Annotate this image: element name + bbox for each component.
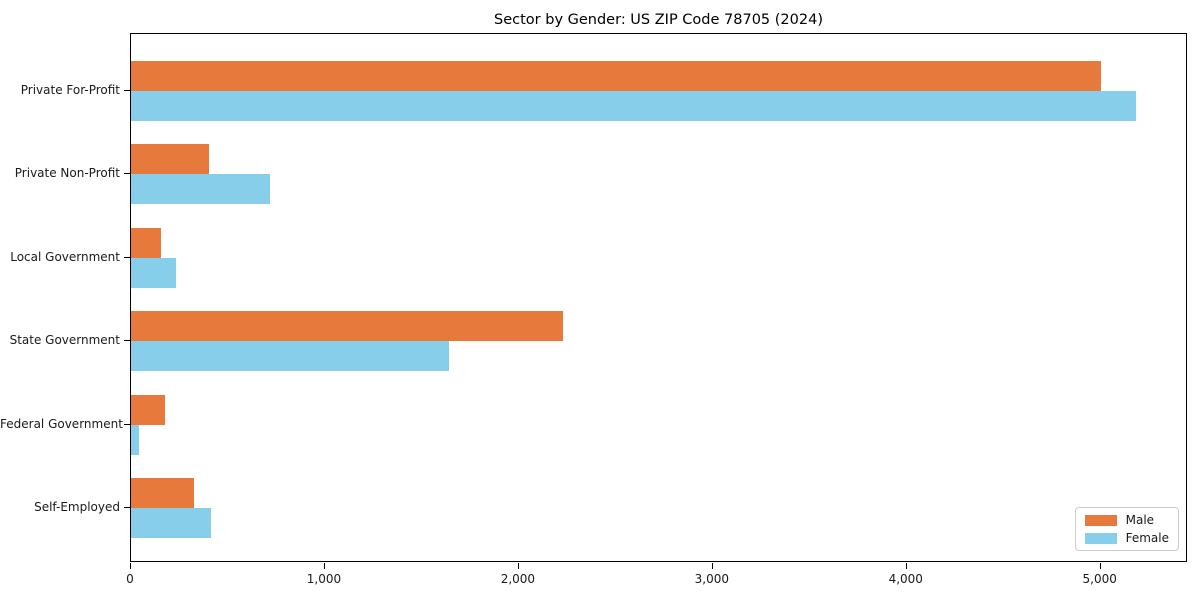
legend-item-female: Female bbox=[1084, 531, 1169, 545]
x-tick-mark bbox=[1099, 563, 1101, 569]
y-tick-mark bbox=[124, 423, 130, 425]
x-tick-label-1-000: 1,000 bbox=[306, 572, 342, 586]
bar-male-self-employed bbox=[131, 478, 194, 508]
x-tick-mark bbox=[905, 563, 907, 569]
bar-female-private-non-profit bbox=[131, 174, 270, 205]
y-tick-mark bbox=[124, 90, 130, 91]
x-tick-mark bbox=[517, 563, 519, 569]
x-tick-mark bbox=[323, 563, 325, 569]
y-tick-label-local-government: Local Government bbox=[10, 249, 120, 264]
bar-female-federal-government bbox=[131, 424, 139, 455]
y-tick-label-self-employed: Self-Employed bbox=[34, 500, 120, 514]
bar-female-self-employed bbox=[131, 508, 211, 538]
x-tick-label-0: 0 bbox=[126, 572, 134, 586]
bar-male-private-non-profit bbox=[131, 144, 209, 175]
bar-female-local-government bbox=[131, 257, 176, 288]
y-tick-label-state-government: State Government bbox=[9, 333, 120, 348]
x-tick-label-4-000: 4,000 bbox=[888, 572, 923, 586]
y-tick-mark bbox=[124, 256, 130, 258]
legend: Male Female bbox=[1074, 507, 1179, 551]
legend-swatch-female bbox=[1084, 532, 1117, 544]
x-tick-label-3-000: 3,000 bbox=[694, 572, 730, 586]
legend-label-female: Female bbox=[1125, 531, 1169, 545]
y-tick-mark bbox=[124, 173, 130, 175]
bar-male-local-government bbox=[131, 227, 161, 258]
bar-female-state-government bbox=[131, 341, 449, 372]
legend-item-male: Male bbox=[1084, 513, 1169, 527]
y-tick-mark bbox=[124, 507, 130, 508]
bar-male-state-government bbox=[131, 311, 563, 342]
y-tick-label-federal-government: Federal Government bbox=[0, 416, 123, 431]
y-tick-label-private-non-profit: Private Non-Profit bbox=[14, 166, 120, 181]
x-tick-label-2-000: 2,000 bbox=[500, 572, 536, 586]
bar-female-private-for-profit bbox=[131, 91, 1136, 121]
y-tick-label-private-for-profit: Private For-Profit bbox=[20, 83, 120, 97]
x-tick-mark bbox=[130, 563, 131, 569]
y-tick-mark bbox=[124, 340, 130, 342]
legend-label-male: Male bbox=[1125, 513, 1155, 527]
plot-area: Male Female bbox=[130, 33, 1187, 562]
legend-swatch-male bbox=[1084, 514, 1117, 526]
chart-title: Sector by Gender: US ZIP Code 78705 (202… bbox=[494, 12, 823, 28]
x-tick-mark bbox=[711, 563, 713, 569]
bar-male-private-for-profit bbox=[131, 61, 1101, 91]
bar-male-federal-government bbox=[131, 394, 165, 425]
x-tick-label-5-000: 5,000 bbox=[1082, 572, 1117, 586]
